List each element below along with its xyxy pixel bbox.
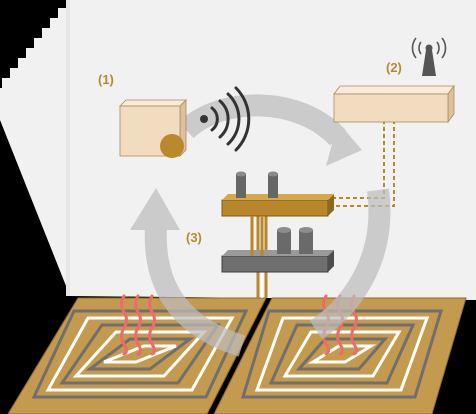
- pipe-coil-right: [240, 309, 444, 399]
- pipe-loop: [295, 337, 389, 371]
- pipe-loop: [282, 330, 402, 378]
- pipe-loop: [72, 330, 208, 378]
- pipe-coil-left: [31, 309, 249, 399]
- wifi-signal-icon: [200, 86, 251, 152]
- manifold: [221, 171, 334, 273]
- floor: [7, 297, 467, 414]
- pipe-loop: [103, 344, 177, 364]
- pipe-loop: [307, 344, 377, 364]
- thermostat: [119, 99, 187, 158]
- wall-shade: [66, 0, 70, 296]
- label-manifold: (3): [186, 230, 202, 245]
- label-thermostat: (1): [98, 72, 114, 87]
- pipe-loop: [268, 323, 416, 385]
- pipe-loop: [254, 316, 430, 392]
- pipe-loop: [240, 309, 444, 399]
- receiver: [333, 84, 455, 124]
- valve-top-2: [268, 171, 278, 198]
- pipe-loop: [85, 337, 195, 371]
- label-receiver: (2): [386, 60, 402, 75]
- antenna-icon: [411, 37, 447, 76]
- pipe-loop: [59, 323, 221, 385]
- thermostat-knob: [160, 134, 184, 158]
- valve-bottom-1: [277, 227, 291, 254]
- valve-top-1: [236, 171, 246, 198]
- valve-bottom-2: [299, 227, 313, 254]
- heat-wave-icon: [120, 294, 156, 356]
